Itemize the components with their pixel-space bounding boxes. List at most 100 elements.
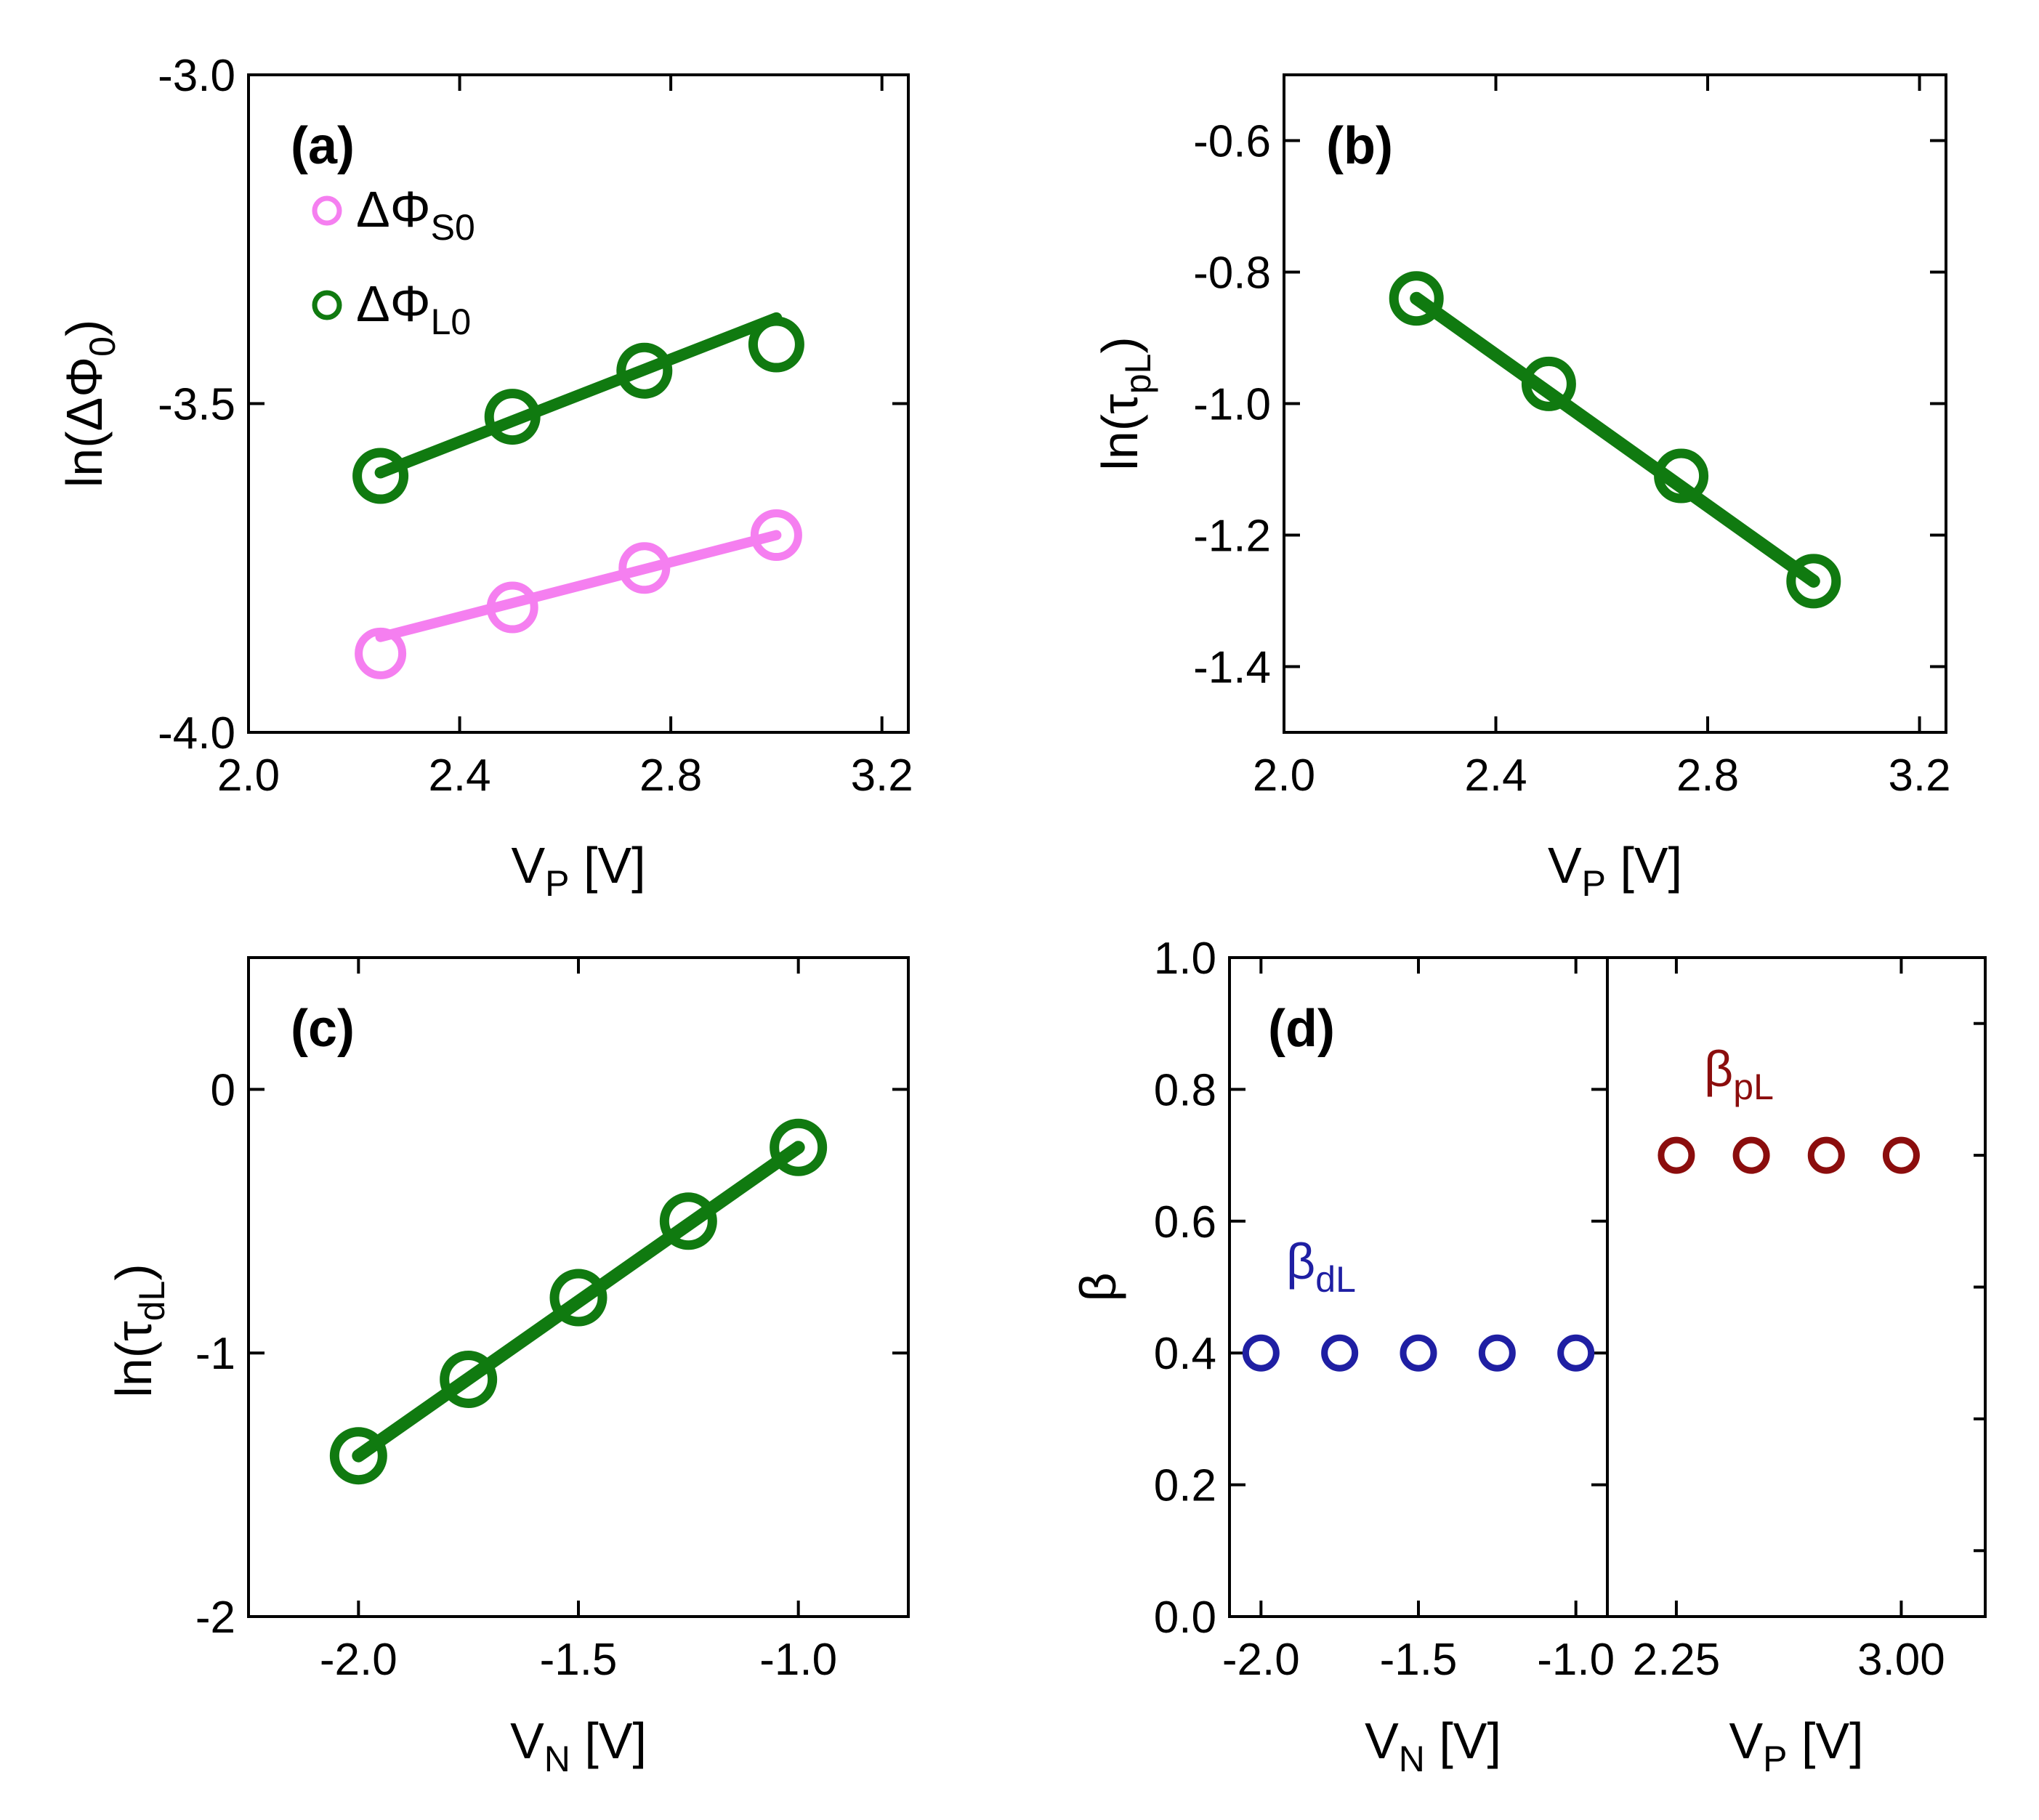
legend-label-main: ΔΦ <box>356 181 431 238</box>
tau-dl-point <box>659 1192 717 1250</box>
beta-dl-point <box>1321 1334 1359 1372</box>
tau-pl-fit-line <box>1410 291 1820 588</box>
panel-c: -2.0 -1.5 -1.0 -2 -1 0 VN [V] ln(τdL) (c) <box>105 956 910 1779</box>
x-axis-label-main: V <box>510 1712 544 1769</box>
x-axis-label-sub: P <box>1763 1739 1787 1779</box>
beta-dl-point <box>1400 1334 1437 1372</box>
delta-phi-s0-point <box>618 542 671 594</box>
x-tick-label: 2.8 <box>639 751 702 801</box>
beta-pl-annotation-sub: pL <box>1733 1067 1774 1107</box>
y-axis-label-main: ln(τ <box>105 1321 162 1398</box>
delta-phi-s0-point <box>486 581 538 634</box>
y-tick-label: -3.5 <box>158 380 235 430</box>
legend-label: ΔΦL0 <box>356 275 471 342</box>
y-tick-label: -0.8 <box>1193 248 1271 299</box>
x-tick-label: -2.0 <box>1222 1635 1300 1685</box>
tau-pl-point <box>1786 554 1841 609</box>
tau-pl-point <box>1389 271 1444 326</box>
beta-dl-annotation-main: β <box>1286 1233 1315 1290</box>
panel-d: 0.00.20.40.60.81.0-2.0 -1.5 -1.0 2.25 3.00VN… <box>1070 934 1987 1779</box>
x-tick-label: 2.4 <box>1464 751 1527 801</box>
x-tick-label: -1.0 <box>759 1635 837 1685</box>
y-axis-label-main: ln(ΔΦ <box>56 357 113 488</box>
y-tick-label: -1.0 <box>1193 380 1271 430</box>
y-tick-label: -0.6 <box>1193 117 1271 167</box>
y-tick-label: -3.0 <box>158 51 235 101</box>
y-tick-label: -4.0 <box>158 708 235 759</box>
legend-marker <box>312 290 342 320</box>
x-axis-label-sub: P <box>545 863 569 904</box>
x-tick-label: 3.2 <box>1888 751 1950 801</box>
y-tick-label: 0.2 <box>1154 1461 1216 1511</box>
delta-phi-l0-point <box>748 316 804 373</box>
x-axis-label-unit: [V] <box>1788 1712 1864 1769</box>
delta-phi-l0-point <box>484 389 541 445</box>
y-axis-label-close: ) <box>105 1263 162 1280</box>
beta-pl-annotation-main: β <box>1704 1040 1733 1097</box>
delta-phi-l0-point <box>352 448 409 504</box>
panel-label: (b) <box>1326 117 1393 175</box>
y-axis-label-close: ) <box>1091 336 1148 353</box>
x-tick-label: 3.00 <box>1857 1635 1945 1685</box>
panel-label: (a) <box>291 117 355 175</box>
x-axis-label-unit: [V] <box>1606 837 1682 894</box>
y-axis-label-sub: dL <box>132 1281 172 1322</box>
x-axis-label-sub: N <box>544 1739 570 1779</box>
tau-dl-point <box>329 1427 387 1485</box>
delta-phi-s0-point <box>355 627 407 679</box>
tau-pl-point <box>1654 448 1709 503</box>
legend-label-sub: S0 <box>431 207 475 248</box>
y-tick-label: 0.6 <box>1154 1197 1216 1247</box>
beta-dl-point <box>1557 1334 1595 1372</box>
y-tick-label: -1.4 <box>1193 643 1271 693</box>
beta-dl-annotation: βdL <box>1286 1233 1356 1300</box>
legend-label-sub: L0 <box>431 302 472 342</box>
tau-pl-point <box>1521 356 1576 411</box>
panel-a: 2.0 2.4 2.8 3.2 -4.0 -3.5 -3.0 VP [V] ln(ΔΦ0) (a)… <box>56 51 913 904</box>
legend-label-main: ΔΦ <box>356 275 431 332</box>
legend-marker <box>312 195 342 226</box>
y-axis-label-main: β <box>1070 1272 1126 1301</box>
x-axis-label-sub: P <box>1582 863 1606 904</box>
y-tick-label: 0 <box>211 1065 235 1115</box>
y-axis-label: β <box>1070 1272 1126 1301</box>
tau-dl-point <box>440 1350 498 1408</box>
y-axis-label-sub: pL <box>1118 354 1158 395</box>
delta-phi-l0-point <box>616 342 673 399</box>
beta-dl-point <box>1242 1334 1280 1372</box>
x-tick-label: 2.0 <box>217 751 280 801</box>
delta-phi-s0-fit-line <box>375 530 782 642</box>
x-axis-label: VN [V] <box>510 1712 647 1779</box>
x-axis-label: VP [V] <box>1729 1712 1863 1779</box>
x-tick-label: 2.25 <box>1633 1635 1721 1685</box>
y-tick-label: -2 <box>195 1593 235 1643</box>
y-axis-label: ln(τpL) <box>1091 336 1158 470</box>
x-tick-label: -1.5 <box>1380 1635 1458 1685</box>
x-axis-label-main: V <box>1729 1712 1763 1769</box>
x-axis-label: VN [V] <box>1365 1712 1501 1779</box>
y-tick-label: 0.8 <box>1154 1065 1216 1115</box>
y-tick-label: 1.0 <box>1154 934 1216 984</box>
panel-b: 2.0 2.4 2.8 3.2 -1.4 -1.2 -1.0 -0.8 -0.6 VP [V] ln… <box>1091 73 1951 904</box>
y-tick-label: 0.4 <box>1154 1329 1216 1379</box>
x-tick-label: -1.5 <box>540 1635 618 1685</box>
tau-dl-fit-line <box>352 1141 805 1463</box>
tau-dl-point <box>549 1269 607 1327</box>
beta-pl-point <box>1807 1136 1845 1174</box>
x-axis-label: VP [V] <box>1548 837 1682 904</box>
x-axis-label: VP [V] <box>511 837 645 904</box>
y-axis-label: ln(ΔΦ0) <box>56 320 123 488</box>
legend-label: ΔΦS0 <box>356 181 475 248</box>
beta-pl-point <box>1732 1136 1770 1174</box>
y-tick-label: -1.2 <box>1193 511 1271 562</box>
delta-phi-s0-point <box>750 509 802 561</box>
beta-pl-annotation: βpL <box>1704 1040 1774 1107</box>
y-axis-label-sub: 0 <box>82 336 123 357</box>
panel-label: (c) <box>291 1000 355 1058</box>
x-axis-label-unit: [V] <box>1425 1712 1501 1769</box>
y-tick-label: 0.0 <box>1154 1593 1216 1643</box>
y-tick-label: -1 <box>195 1329 235 1379</box>
x-tick-label: 2.4 <box>428 751 490 801</box>
y-axis-label-close: ) <box>56 320 113 336</box>
